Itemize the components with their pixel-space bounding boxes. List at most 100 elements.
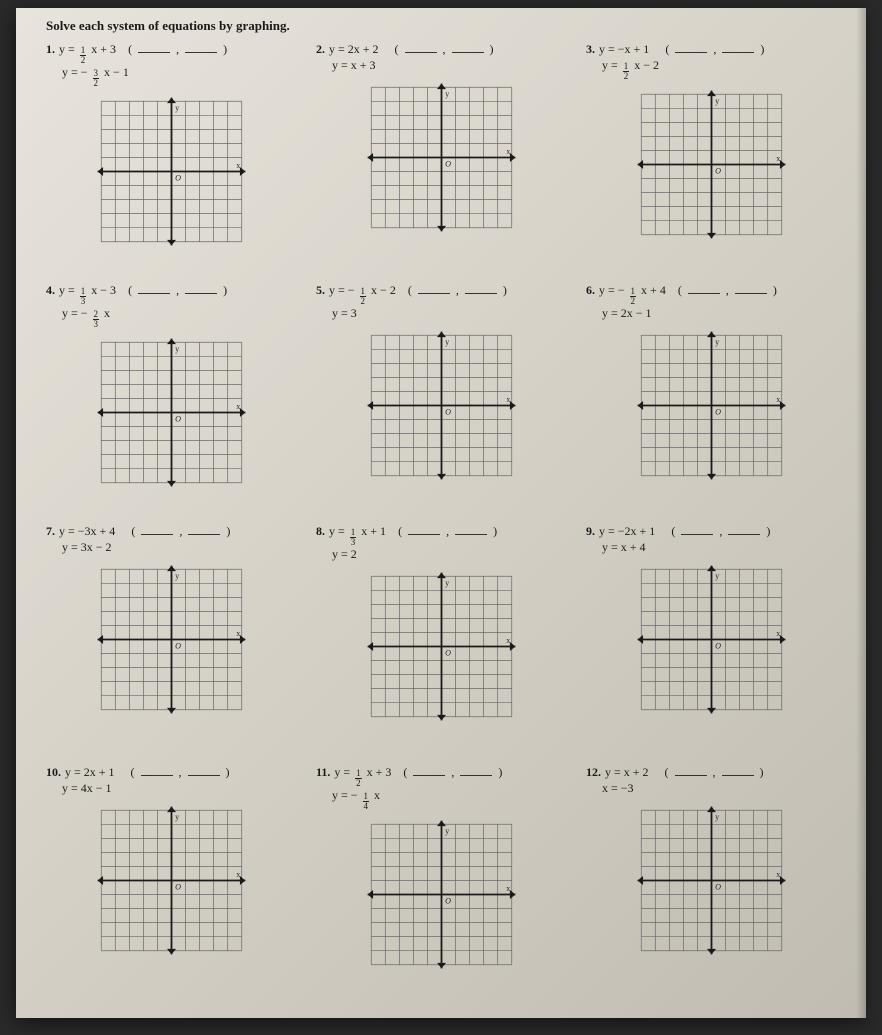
problem-5: 5. y = −12x − 2 (,) y = 3 y x O bbox=[316, 283, 566, 510]
problem-number: 10. bbox=[46, 765, 61, 781]
coordinate-grid: y x O bbox=[94, 562, 249, 717]
answer-blank-x[interactable] bbox=[138, 283, 170, 294]
graph-wrap: y x O bbox=[316, 328, 566, 483]
equation-2: y = −23x bbox=[62, 306, 296, 329]
svg-text:y: y bbox=[175, 812, 180, 821]
answer-blank-x[interactable] bbox=[418, 283, 450, 294]
answer-blank-x[interactable] bbox=[675, 42, 707, 53]
svg-text:O: O bbox=[445, 160, 451, 169]
answer-blank-y[interactable] bbox=[455, 524, 487, 535]
graph-wrap: y x O bbox=[586, 562, 836, 717]
graph-wrap: y x O bbox=[46, 562, 296, 717]
svg-text:O: O bbox=[715, 883, 721, 892]
svg-text:x: x bbox=[776, 629, 780, 638]
problem-number: 9. bbox=[586, 524, 595, 540]
answer-blank-x[interactable] bbox=[138, 42, 170, 53]
answer-blank-x[interactable] bbox=[408, 524, 440, 535]
answer-blank-x[interactable] bbox=[675, 765, 707, 776]
svg-text:y: y bbox=[715, 337, 720, 346]
equation-2: x = −3 bbox=[602, 781, 836, 797]
svg-text:y: y bbox=[445, 826, 450, 835]
graph-wrap: y x O bbox=[586, 328, 836, 483]
problems-grid: 1. y =12x + 3 (,) y = −32x − 1 y x O 2. … bbox=[46, 42, 836, 992]
svg-text:y: y bbox=[715, 812, 720, 821]
answer-blank-x[interactable] bbox=[688, 283, 720, 294]
svg-text:O: O bbox=[715, 166, 721, 175]
svg-text:O: O bbox=[175, 642, 181, 651]
graph-wrap: y x O bbox=[586, 87, 836, 242]
equation-1: 1. y =12x + 3 (,) bbox=[46, 42, 296, 65]
problem-1: 1. y =12x + 3 (,) y = −32x − 1 y x O bbox=[46, 42, 296, 269]
answer-blank-y[interactable] bbox=[185, 283, 217, 294]
fraction: 23 bbox=[93, 310, 100, 329]
svg-text:x: x bbox=[506, 884, 510, 893]
equation-1: 8. y =13x + 1 (,) bbox=[316, 524, 566, 547]
graph-wrap: y x O bbox=[46, 335, 296, 490]
equation-1: 7. y = −3x + 4 (,) bbox=[46, 524, 296, 540]
equation-1: 6. y = −12x + 4 (,) bbox=[586, 283, 836, 306]
svg-text:y: y bbox=[175, 344, 180, 353]
problem-number: 3. bbox=[586, 42, 595, 58]
coordinate-grid: y x O bbox=[94, 803, 249, 958]
answer-blank-x[interactable] bbox=[141, 765, 173, 776]
shadow-edge bbox=[856, 8, 882, 1018]
svg-text:x: x bbox=[506, 147, 510, 156]
fraction: 12 bbox=[355, 769, 362, 788]
svg-text:x: x bbox=[236, 161, 240, 170]
equation-2: y = 2 bbox=[332, 547, 566, 563]
svg-text:y: y bbox=[715, 96, 720, 105]
problem-11: 11. y =12x + 3 (,) y = −14x y x O bbox=[316, 765, 566, 992]
equation-2: y = 2x − 1 bbox=[602, 306, 836, 322]
svg-text:x: x bbox=[236, 402, 240, 411]
fraction: 14 bbox=[363, 792, 370, 811]
equation-2: y = x + 3 bbox=[332, 58, 566, 74]
fraction: 12 bbox=[360, 287, 367, 306]
answer-blank-y[interactable] bbox=[188, 524, 220, 535]
answer-blank-x[interactable] bbox=[141, 524, 173, 535]
equation-1: 5. y = −12x − 2 (,) bbox=[316, 283, 566, 306]
svg-text:y: y bbox=[445, 89, 450, 98]
answer-blank-y[interactable] bbox=[728, 524, 760, 535]
equation-2: y = −32x − 1 bbox=[62, 65, 296, 88]
fraction: 12 bbox=[630, 287, 637, 306]
graph-wrap: y x O bbox=[316, 569, 566, 724]
problem-number: 8. bbox=[316, 524, 325, 540]
fraction: 13 bbox=[80, 287, 87, 306]
coordinate-grid: y x O bbox=[634, 328, 789, 483]
svg-text:x: x bbox=[236, 870, 240, 879]
svg-text:O: O bbox=[445, 407, 451, 416]
coordinate-grid: y x O bbox=[364, 80, 519, 235]
answer-blank-y[interactable] bbox=[465, 283, 497, 294]
problem-6: 6. y = −12x + 4 (,) y = 2x − 1 y x O bbox=[586, 283, 836, 510]
problem-9: 9. y = −2x + 1 (,) y = x + 4 y x O bbox=[586, 524, 836, 751]
fraction: 12 bbox=[623, 62, 630, 81]
problem-number: 2. bbox=[316, 42, 325, 58]
answer-blank-y[interactable] bbox=[735, 283, 767, 294]
svg-text:x: x bbox=[776, 870, 780, 879]
coordinate-grid: y x O bbox=[364, 569, 519, 724]
answer-blank-x[interactable] bbox=[681, 524, 713, 535]
equation-2: y = 4x − 1 bbox=[62, 781, 296, 797]
graph-wrap: y x O bbox=[316, 817, 566, 972]
answer-blank-y[interactable] bbox=[722, 42, 754, 53]
answer-blank-y[interactable] bbox=[188, 765, 220, 776]
coordinate-grid: y x O bbox=[634, 803, 789, 958]
fraction: 13 bbox=[350, 528, 357, 547]
coordinate-grid: y x O bbox=[94, 94, 249, 249]
svg-text:x: x bbox=[506, 635, 510, 644]
answer-blank-y[interactable] bbox=[185, 42, 217, 53]
problem-3: 3. y = −x + 1 (,) y =12x − 2 y x O bbox=[586, 42, 836, 269]
answer-blank-y[interactable] bbox=[460, 765, 492, 776]
answer-blank-y[interactable] bbox=[452, 42, 484, 53]
svg-text:O: O bbox=[715, 407, 721, 416]
answer-blank-x[interactable] bbox=[413, 765, 445, 776]
coordinate-grid: y x O bbox=[634, 562, 789, 717]
graph-wrap: y x O bbox=[316, 80, 566, 235]
answer-blank-y[interactable] bbox=[722, 765, 754, 776]
svg-text:x: x bbox=[506, 394, 510, 403]
equation-2: y = x + 4 bbox=[602, 540, 836, 556]
answer-blank-x[interactable] bbox=[405, 42, 437, 53]
problem-10: 10. y = 2x + 1 (,) y = 4x − 1 y x O bbox=[46, 765, 296, 992]
problem-number: 11. bbox=[316, 765, 330, 781]
equation-1: 12. y = x + 2 (,) bbox=[586, 765, 836, 781]
